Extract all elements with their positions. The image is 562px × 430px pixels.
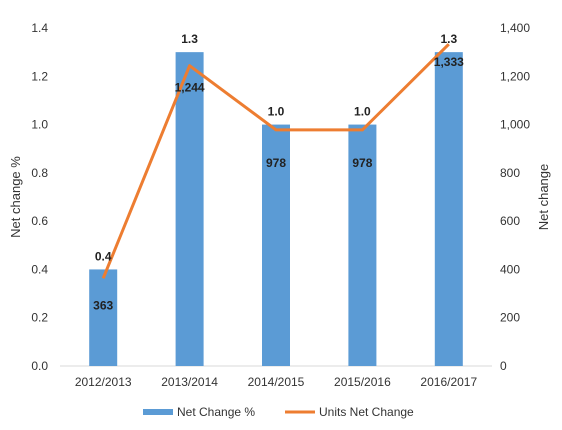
- line-data-label: 978: [266, 156, 286, 170]
- bar-data-label: 1.3: [181, 32, 198, 46]
- right-axis-title: Net change: [536, 164, 551, 231]
- bar: [89, 269, 118, 366]
- bar-data-labels: 0.4 1.3 1.0 1.0 1.3: [95, 32, 458, 263]
- left-tick-label: 1.2: [31, 69, 48, 83]
- left-tick-label: 0.2: [31, 311, 48, 325]
- line-data-labels: 363 1,244 978 978 1,333: [93, 55, 464, 312]
- line-data-label: 1,333: [434, 55, 464, 69]
- right-axis-ticks: 0 200 400 600 800 1,000 1,200 1,400: [500, 21, 530, 373]
- x-tick-label: 2016/2017: [420, 375, 477, 389]
- legend-bar-swatch: [143, 409, 173, 415]
- line-data-label: 978: [352, 156, 372, 170]
- left-axis-title: Net change %: [8, 156, 23, 238]
- right-tick-label: 200: [500, 311, 520, 325]
- left-tick-label: 1.0: [31, 118, 48, 132]
- bar: [348, 124, 377, 366]
- line-data-label: 1,244: [175, 81, 205, 95]
- bar-data-label: 1.0: [354, 105, 371, 119]
- x-axis-ticks: 2012/2013 2013/2014 2014/2015 2015/2016 2016…: [75, 375, 478, 389]
- right-tick-label: 0: [500, 359, 507, 373]
- x-tick-label: 2013/2014: [161, 375, 218, 389]
- left-tick-label: 1.4: [31, 21, 48, 35]
- left-tick-label: 0.8: [31, 166, 48, 180]
- bar-data-label: 0.4: [95, 249, 112, 263]
- legend-bar-label: Net Change %: [177, 405, 255, 419]
- bar-series-net-change-percent: [89, 52, 463, 367]
- line-data-label: 363: [93, 298, 113, 312]
- right-tick-label: 400: [500, 262, 520, 276]
- right-tick-label: 1,400: [500, 21, 530, 35]
- bar: [262, 124, 290, 366]
- right-tick-label: 1,200: [500, 69, 530, 83]
- right-tick-label: 800: [500, 166, 520, 180]
- legend-line-label: Units Net Change: [319, 405, 414, 419]
- legend: Net Change % Units Net Change: [143, 405, 414, 419]
- bar: [175, 52, 204, 367]
- left-tick-label: 0.0: [31, 359, 48, 373]
- line-path: [101, 43, 450, 279]
- left-tick-label: 0.6: [31, 214, 48, 228]
- left-tick-label: 0.4: [31, 262, 48, 276]
- right-tick-label: 1,000: [500, 118, 530, 132]
- x-tick-label: 2012/2013: [75, 375, 132, 389]
- x-tick-label: 2014/2015: [248, 375, 305, 389]
- line-series-units-net-change: [101, 43, 450, 279]
- right-tick-label: 600: [500, 214, 520, 228]
- x-tick-label: 2015/2016: [334, 375, 391, 389]
- left-axis-ticks: 0.0 0.2 0.4 0.6 0.8 1.0 1.2 1.4: [31, 21, 48, 373]
- bar-data-label: 1.3: [440, 32, 457, 46]
- bar-data-label: 1.0: [268, 105, 285, 119]
- bar: [434, 52, 463, 367]
